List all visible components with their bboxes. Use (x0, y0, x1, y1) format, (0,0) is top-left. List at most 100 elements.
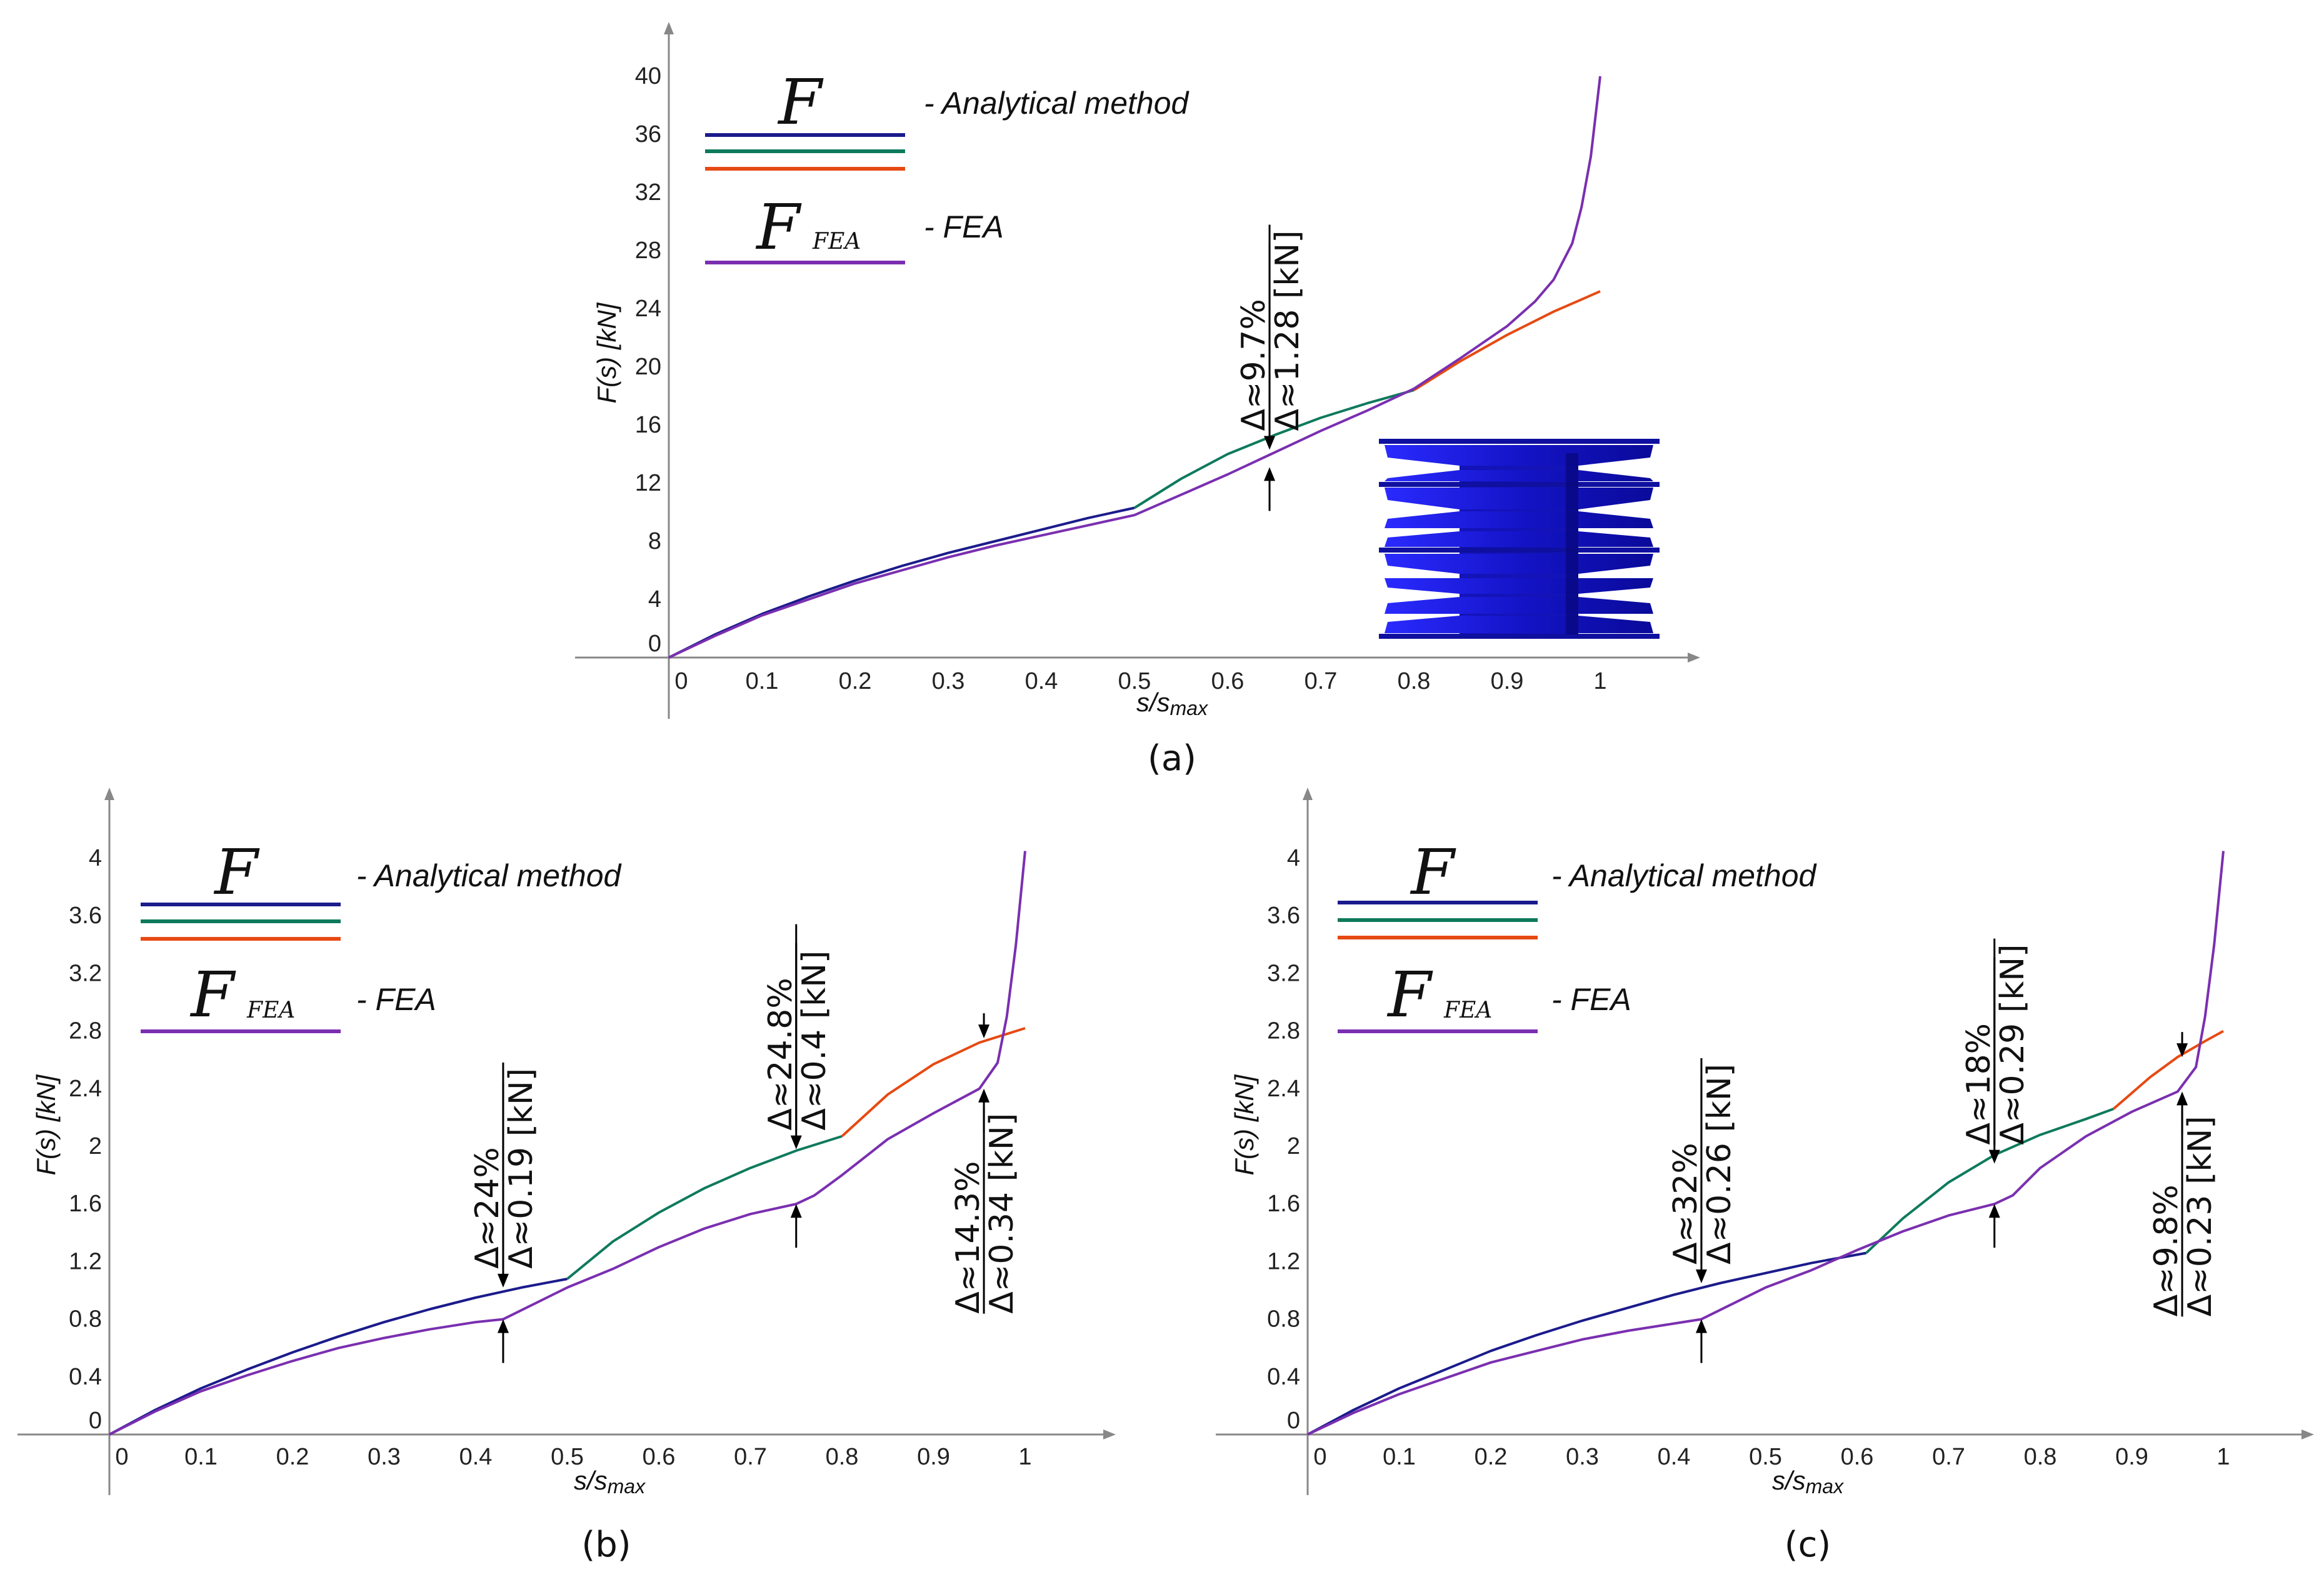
y-tick-label: 0.8 (1267, 1306, 1300, 1333)
x-tick-label: 0.7 (1305, 668, 1338, 694)
y-tick-label: 4 (648, 586, 661, 613)
x-tick-label: 0.2 (276, 1444, 309, 1470)
fea-series-line (1307, 851, 2225, 1436)
fea-series-line (109, 851, 1026, 1436)
x-tick-label: 0.4 (459, 1444, 493, 1470)
x-tick-label: 0.1 (1383, 1444, 1416, 1470)
legend-fea-subscript: FEA (1443, 998, 1492, 1023)
delta-annotation: Δ≈24.8%Δ≈0.4 [kN] (762, 924, 833, 1248)
annotations-group: Δ≈9.7%Δ≈1.28 [kN] (1235, 224, 1306, 511)
y-axis-arrow (1303, 788, 1313, 800)
x-axis-label: s/smax (574, 1466, 646, 1498)
y-tick-label: 2.4 (69, 1076, 102, 1102)
y-tick-label: 3.2 (69, 960, 102, 986)
delta-percent: Δ≈18% (1960, 1023, 1998, 1145)
y-tick-label: 32 (635, 179, 661, 206)
legend-analytical-text: - Analytical method (924, 86, 1190, 121)
y-tick-labels: 0 0.4 0.8 1.2 1.6 2 2.4 2.8 3.2 3.6 4 (69, 845, 102, 1434)
y-tick-label: 0 (89, 1408, 102, 1434)
delta-absolute: Δ≈0.34 [kN] (983, 1113, 1021, 1314)
x-tick-label: 0.6 (1211, 668, 1245, 694)
x-tick-label: 0.1 (184, 1444, 218, 1470)
delta-arrowhead-top (1264, 436, 1276, 450)
delta-label: Δ≈9.8%Δ≈0.23 [kN] (2148, 1110, 2219, 1317)
spring-stack-inset (1379, 439, 1660, 639)
y-tick-label: 16 (635, 412, 661, 438)
series-group (1307, 851, 2225, 1436)
delta-absolute: Δ≈0.19 [kN] (503, 1068, 540, 1269)
delta-arrowhead-bottom (497, 1319, 509, 1333)
panel-caption: (b) (581, 1524, 631, 1565)
delta-absolute: Δ≈0.4 [kN] (796, 951, 833, 1131)
x-tick-label: 0.5 (1749, 1444, 1782, 1470)
legend: F - Analytical method F FEA - FEA (141, 836, 623, 1033)
delta-label: Δ≈24.8%Δ≈0.4 [kN] (762, 924, 833, 1131)
legend-fea-subscript: FEA (246, 998, 295, 1023)
annotations-group: Δ≈24%Δ≈0.19 [kN] Δ≈24.8%Δ≈0.4 [kN] Δ≈14.3%… (469, 924, 1021, 1363)
disk-7 (1385, 578, 1653, 594)
x-tick-label: 0 (1313, 1444, 1326, 1470)
delta-label: Δ≈24%Δ≈0.19 [kN] (469, 1062, 540, 1269)
delta-percent: Δ≈14.3% (949, 1161, 987, 1313)
delta-label: Δ≈18%Δ≈0.29 [kN] (1960, 938, 2031, 1145)
x-tick-label: 0.3 (1566, 1444, 1599, 1470)
y-tick-label: 2.8 (69, 1018, 102, 1044)
disk-6 (1385, 554, 1653, 574)
x-tick-label: 0.2 (1475, 1444, 1508, 1470)
y-tick-label: 40 (635, 63, 661, 89)
x-tick-label: 0.4 (1025, 668, 1058, 694)
analytical-series-line (1307, 1251, 1867, 1436)
panel-a: 0 0.1 0.2 0.3 0.4 0.5 0.6 0.7 0.8 0.9 1 0 4 8 12 16 20 2… (575, 22, 1700, 779)
panel-caption: (a) (1148, 738, 1196, 779)
delta-annotation: Δ≈24%Δ≈0.19 [kN] (469, 1062, 540, 1363)
legend: F - Analytical method F FEA - FEA (705, 66, 1190, 264)
x-tick-label: 0.8 (826, 1444, 859, 1470)
x-axis-label: s/smax (1136, 688, 1208, 719)
y-tick-label: 20 (635, 354, 661, 380)
x-tick-label: 0.7 (734, 1444, 767, 1470)
analytical-series-line (2112, 1029, 2224, 1110)
y-tick-label: 0.8 (69, 1306, 102, 1333)
x-axis-label-subscript: max (1170, 697, 1208, 719)
x-tick-label: 0.9 (2115, 1444, 2148, 1470)
x-axis-arrow (2301, 1429, 2314, 1439)
delta-percent: Δ≈32% (1667, 1143, 1705, 1264)
delta-annotation: Δ≈18%Δ≈0.29 [kN] (1960, 938, 2031, 1248)
y-tick-label: 2 (89, 1133, 102, 1159)
y-tick-label: 2.4 (1267, 1076, 1300, 1102)
analytical-series-line (109, 1278, 568, 1436)
delta-arrowhead-top (978, 1024, 990, 1039)
x-tick-label: 0.9 (1491, 668, 1524, 694)
disk-4 (1385, 511, 1653, 528)
delta-annotation: Δ≈14.3%Δ≈0.34 [kN] (949, 1013, 1021, 1314)
legend-analytical-symbol: F (213, 836, 260, 909)
y-tick-label: 24 (635, 296, 661, 322)
analytical-series-line (668, 506, 1135, 659)
y-tick-label: 3.6 (1267, 903, 1300, 929)
delta-arrowhead-bottom (790, 1204, 802, 1218)
delta-label: Δ≈32%Δ≈0.26 [kN] (1667, 1058, 1738, 1264)
y-tick-label: 4 (89, 845, 102, 871)
legend-fea-subscript: FEA (812, 229, 861, 254)
delta-arrowhead-bottom (2176, 1091, 2188, 1106)
delta-label: Δ≈9.7%Δ≈1.28 [kN] (1235, 224, 1306, 431)
x-tick-label: 1 (1593, 668, 1606, 694)
y-tick-labels: 0 4 8 12 16 20 24 28 32 36 40 (635, 63, 661, 657)
x-tick-label: 1 (1018, 1444, 1031, 1470)
delta-annotation: Δ≈9.8%Δ≈0.23 [kN] (2148, 1032, 2219, 1317)
series-group (668, 76, 1601, 659)
x-axis-label: s/smax (1772, 1466, 1844, 1498)
y-tick-label: 4 (1287, 845, 1300, 871)
legend-fea-text: - FEA (1551, 982, 1631, 1017)
y-axis-arrow (104, 788, 114, 800)
x-tick-label: 0.1 (746, 668, 779, 694)
delta-percent: Δ≈24.8% (762, 978, 799, 1130)
panel-b: 0 0.1 0.2 0.3 0.4 0.5 0.6 0.7 0.8 0.9 1 0 0.4 0.8 1.2… (18, 788, 1116, 1565)
legend-fea-symbol: F (1386, 958, 1433, 1031)
y-tick-label: 0.4 (1267, 1364, 1300, 1390)
y-tick-labels: 0 0.4 0.8 1.2 1.6 2 2.4 2.8 3.2 3.6 4 (1267, 845, 1300, 1434)
legend-analytical-symbol: F (777, 66, 824, 139)
y-tick-label: 0 (1287, 1408, 1300, 1434)
delta-arrowhead-bottom (978, 1088, 990, 1103)
x-tick-label: 0.5 (551, 1444, 584, 1470)
